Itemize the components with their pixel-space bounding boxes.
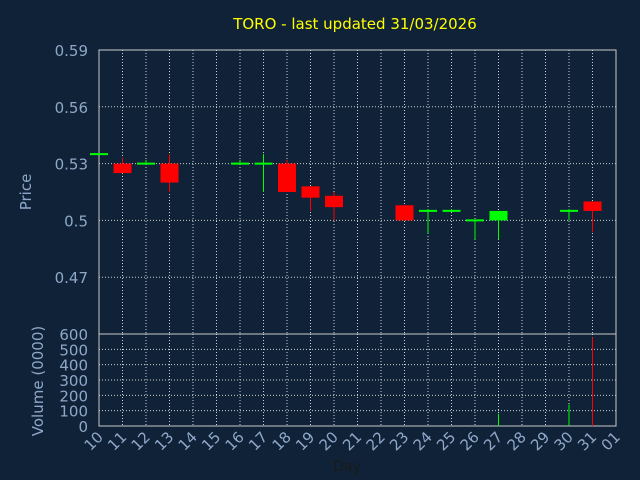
candle	[301, 186, 320, 211]
price-panel: 0.59 0.56 0.53 0.5 0.47	[55, 42, 617, 335]
candle	[254, 154, 273, 192]
candle-body	[160, 163, 179, 183]
candle-body	[325, 195, 343, 208]
price-axis-label: Price	[17, 174, 35, 211]
candle	[395, 205, 414, 221]
volume-tick-label: 500	[59, 341, 88, 359]
volume-tick-label: 600	[59, 326, 88, 344]
candle-body	[583, 201, 602, 211]
candle	[466, 219, 484, 240]
x-axis-label: Day	[333, 459, 361, 475]
candle-body	[395, 205, 414, 221]
price-tick-label: 0.59	[55, 42, 88, 60]
candle-body	[301, 186, 320, 198]
candle	[560, 209, 578, 221]
volume-tick-label: 300	[59, 372, 88, 390]
candle	[442, 209, 461, 212]
price-tick-label: 0.56	[55, 99, 88, 117]
candle-body	[278, 163, 296, 192]
volume-tick-label: 400	[59, 357, 88, 375]
candle	[278, 159, 296, 192]
candle	[137, 159, 155, 165]
price-tick-label: 0.5	[64, 212, 88, 230]
volume-tick-label: 200	[59, 387, 88, 405]
candle	[160, 154, 179, 192]
candle-body	[489, 210, 508, 221]
x-axis: 1011121314151617181920212223242526272829…	[81, 428, 624, 454]
price-y-axis: 0.59 0.56 0.53 0.5 0.47	[55, 42, 88, 287]
volume-bars	[498, 337, 593, 426]
price-tick-label: 0.47	[55, 269, 88, 287]
candle	[113, 157, 132, 174]
candle	[231, 159, 249, 165]
candle	[325, 192, 343, 221]
candle	[489, 210, 508, 240]
candle-body	[113, 163, 132, 174]
candles	[90, 153, 602, 240]
chart-title: TORO - last updated 31/03/2026	[232, 15, 477, 33]
volume-tick-label: 100	[59, 403, 88, 421]
volume-tick-label: 0	[78, 418, 88, 436]
volume-axis-label: Volume (0000)	[29, 326, 47, 436]
candle	[583, 201, 602, 232]
candle	[419, 209, 437, 234]
price-tick-label: 0.53	[55, 156, 88, 174]
